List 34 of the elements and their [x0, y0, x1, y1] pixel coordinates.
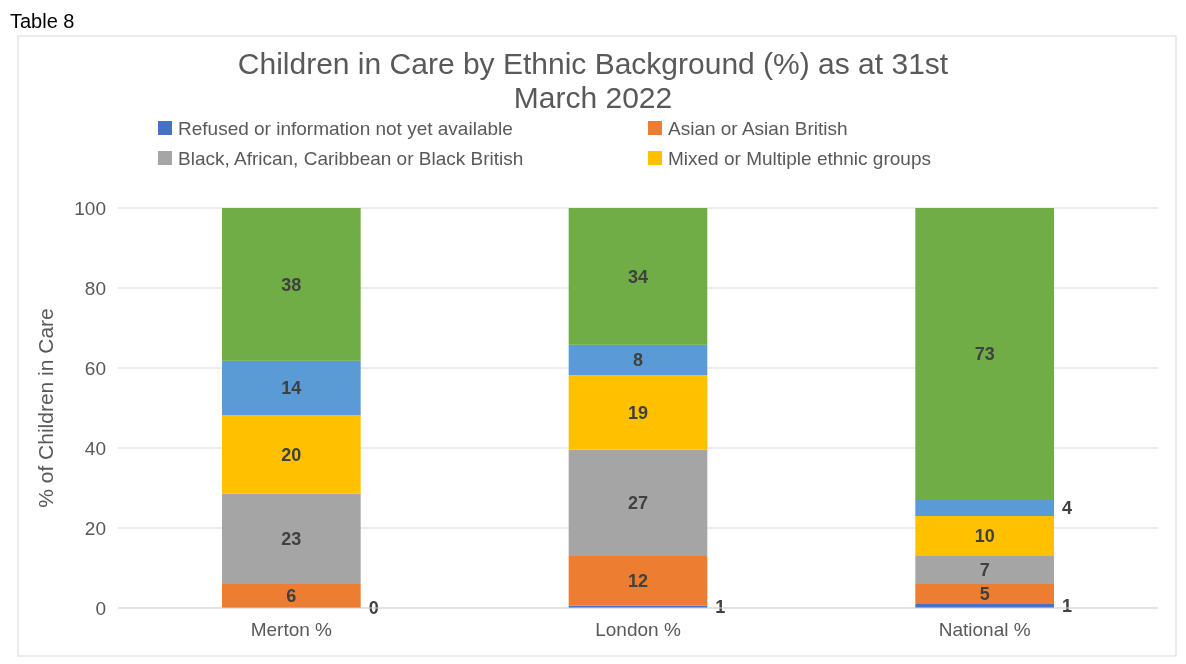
- chart-title: Children in Care by Ethnic Background (%) as at 31st March 2022: [237, 47, 949, 114]
- legend-label: Black, African, Caribbean or Black British: [178, 147, 524, 169]
- x-tick-label: National %: [938, 619, 1031, 640]
- data-label: 27: [627, 493, 649, 514]
- data-label: 7: [979, 560, 990, 581]
- data-label: 6: [286, 585, 297, 606]
- legend-label: Refused or information not yet available: [178, 117, 513, 139]
- data-label: 8: [632, 350, 644, 371]
- data-label: 20: [281, 444, 302, 465]
- y-tick-label: 100: [74, 197, 106, 219]
- data-label: 12: [627, 571, 649, 592]
- y-tick-label: 20: [84, 517, 106, 539]
- caption: Table 8: [10, 10, 75, 32]
- legend-label: Mixed or Multiple ethnic groups: [668, 147, 931, 169]
- x-tick-label: Merton %: [250, 619, 333, 640]
- y-axis-title: % of Children in Care: [34, 308, 57, 508]
- data-label: 10: [974, 526, 995, 547]
- y-tick-label: 80: [84, 277, 106, 299]
- data-label: 73: [974, 344, 995, 365]
- data-label: 34: [627, 266, 649, 287]
- data-label: 5: [979, 584, 990, 605]
- data-label: 0: [368, 597, 379, 618]
- y-tick-label: 60: [84, 357, 106, 379]
- data-label: 14: [281, 378, 302, 399]
- data-label: 38: [281, 274, 302, 295]
- data-label: 4: [1062, 498, 1073, 519]
- data-label: 1: [1062, 596, 1073, 617]
- y-tick-label: 40: [84, 437, 106, 459]
- data-label: 1: [715, 597, 726, 618]
- legend-label: Asian or Asian British: [668, 117, 848, 139]
- x-tick-label: London %: [595, 619, 681, 640]
- y-tick-label: 0: [95, 597, 106, 619]
- data-label: 23: [281, 529, 302, 550]
- data-label: 19: [627, 402, 649, 423]
